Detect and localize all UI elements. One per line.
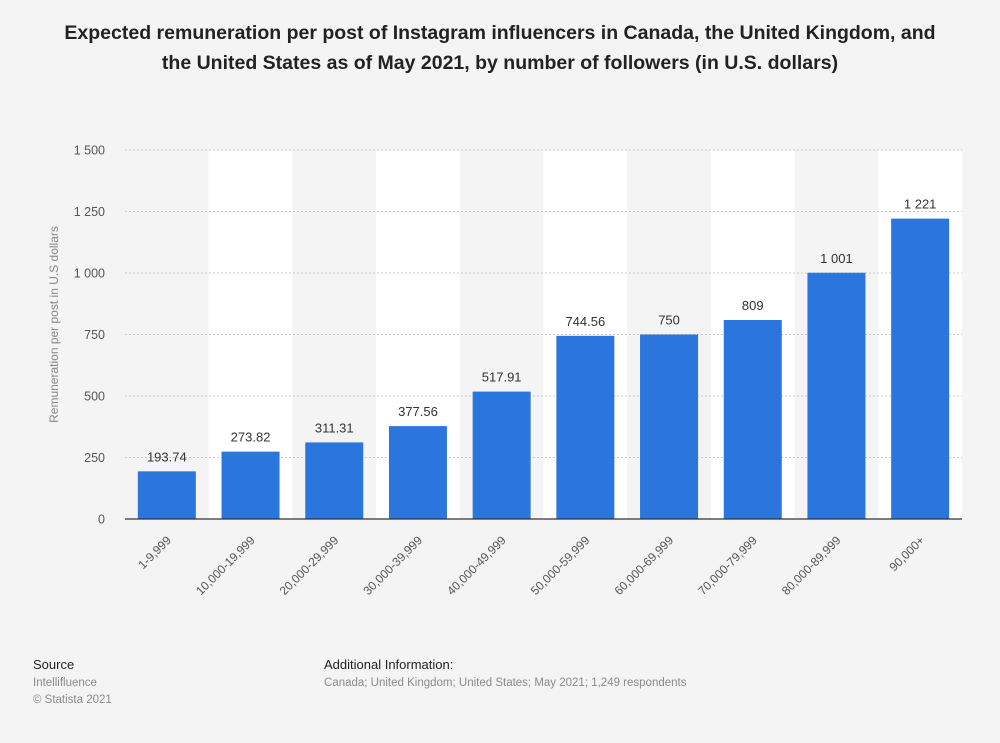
data-label: 193.74 (147, 449, 187, 464)
x-tick-label: 10,000-19,999 (193, 533, 258, 598)
x-tick-label: 40,000-49,999 (444, 533, 509, 598)
bar (388, 426, 447, 519)
x-tick-label: 20,000-29,999 (277, 533, 342, 598)
data-label: 1 221 (904, 197, 937, 212)
additional-info-heading: Additional Information: (324, 657, 454, 672)
x-tick-label: 1-9,999 (135, 533, 174, 572)
data-label: 311.31 (315, 420, 354, 435)
bar (137, 471, 196, 519)
y-axis-title: Remuneration per post in U.S dollars (47, 226, 61, 423)
data-label: 517.91 (482, 370, 522, 385)
bar (221, 451, 280, 519)
source-heading: Source (33, 657, 75, 672)
bar (891, 218, 950, 519)
x-tick-label: 90,000+ (886, 533, 927, 574)
bar (807, 272, 866, 519)
x-tick-label: 60,000-69,999 (612, 533, 677, 598)
bar (640, 334, 699, 519)
x-tick-label: 30,000-39,999 (360, 533, 425, 598)
x-tick-label: 70,000-79,999 (695, 533, 760, 598)
y-tick-label: 1 000 (74, 267, 105, 281)
copyright: © Statista 2021 (33, 694, 112, 706)
data-label: 744.56 (565, 314, 605, 329)
data-label: 1 001 (820, 251, 853, 266)
data-label: 750 (658, 313, 680, 328)
source-name: Intellifluence (33, 677, 97, 689)
bar (472, 391, 531, 519)
y-tick-label: 0 (98, 513, 105, 527)
bar (305, 442, 364, 519)
additional-info-text: Canada; United Kingdom; United States; M… (324, 677, 687, 689)
y-tick-label: 1 250 (74, 205, 105, 219)
y-tick-label: 1 500 (74, 144, 105, 158)
x-tick-label: 80,000-89,999 (779, 533, 844, 598)
bar (556, 335, 615, 519)
chart-title: Expected remuneration per post of Instag… (64, 22, 936, 74)
y-tick-label: 500 (84, 390, 105, 404)
x-tick-label: 50,000-59,999 (528, 533, 593, 598)
bar (723, 319, 782, 519)
data-label: 809 (742, 298, 764, 313)
data-label: 377.56 (398, 404, 438, 419)
y-tick-label: 750 (84, 328, 105, 342)
y-tick-label: 250 (84, 451, 105, 465)
data-label: 273.82 (231, 430, 271, 445)
